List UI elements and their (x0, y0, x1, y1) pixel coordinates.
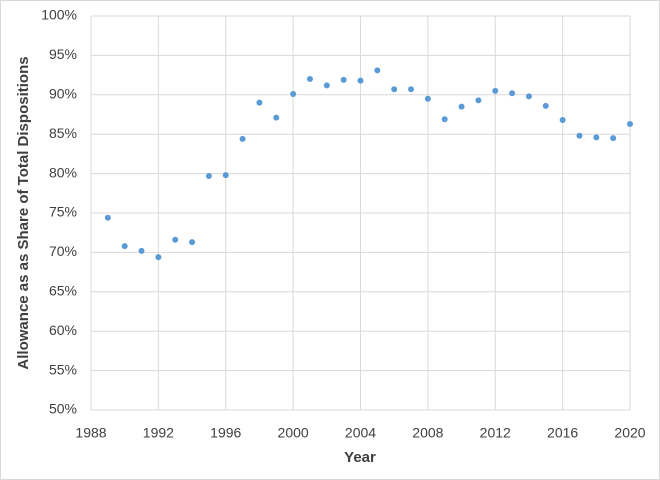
data-point (560, 117, 566, 123)
data-point (374, 67, 380, 73)
data-point (610, 135, 616, 141)
data-point (223, 172, 229, 178)
data-point (543, 103, 549, 109)
y-tick-label: 60% (49, 322, 77, 338)
data-point (240, 136, 246, 142)
data-point (358, 78, 364, 84)
data-point (122, 243, 128, 249)
x-tick-label: 2016 (547, 425, 578, 441)
data-point (341, 77, 347, 83)
y-tick-label: 65% (49, 283, 77, 299)
data-point (593, 134, 599, 140)
data-point (391, 86, 397, 92)
chart: Year Allowance as as Share of Total Disp… (0, 0, 660, 480)
y-tick-label: 75% (49, 204, 77, 220)
data-point (459, 104, 465, 110)
y-tick-label: 55% (49, 361, 77, 377)
x-tick-label: 1996 (210, 425, 241, 441)
data-point (627, 121, 633, 127)
data-point (442, 116, 448, 122)
y-tick-label: 100% (41, 7, 77, 23)
y-axis-title: Allowance as as Share of Total Dispositi… (15, 56, 32, 369)
data-point (206, 173, 212, 179)
data-point (290, 91, 296, 97)
data-point (155, 254, 161, 260)
x-tick-label: 2020 (614, 425, 645, 441)
x-tick-label: 1992 (143, 425, 174, 441)
data-point (425, 96, 431, 102)
x-tick-label: 2008 (412, 425, 443, 441)
y-tick-label: 90% (49, 86, 77, 102)
data-point (172, 237, 178, 243)
data-point (189, 239, 195, 245)
data-point (526, 93, 532, 99)
data-point (509, 90, 515, 96)
data-point (273, 115, 279, 121)
y-tick-label: 80% (49, 164, 77, 180)
data-point (576, 133, 582, 139)
data-point (408, 86, 414, 92)
data-point (256, 100, 262, 106)
x-axis-title: Year (344, 449, 376, 466)
y-tick-label: 85% (49, 125, 77, 141)
data-point (492, 88, 498, 94)
chart-border (1, 1, 660, 480)
x-tick-label: 2000 (278, 425, 309, 441)
y-tick-label: 50% (49, 401, 77, 417)
data-point (139, 248, 145, 254)
data-point (105, 215, 111, 221)
data-point (475, 97, 481, 103)
x-tick-label: 1988 (75, 425, 106, 441)
x-tick-label: 2012 (480, 425, 511, 441)
y-tick-label: 95% (49, 46, 77, 62)
y-tick-label: 70% (49, 243, 77, 259)
data-point (324, 82, 330, 88)
x-tick-label: 2004 (345, 425, 376, 441)
data-point (307, 76, 313, 82)
